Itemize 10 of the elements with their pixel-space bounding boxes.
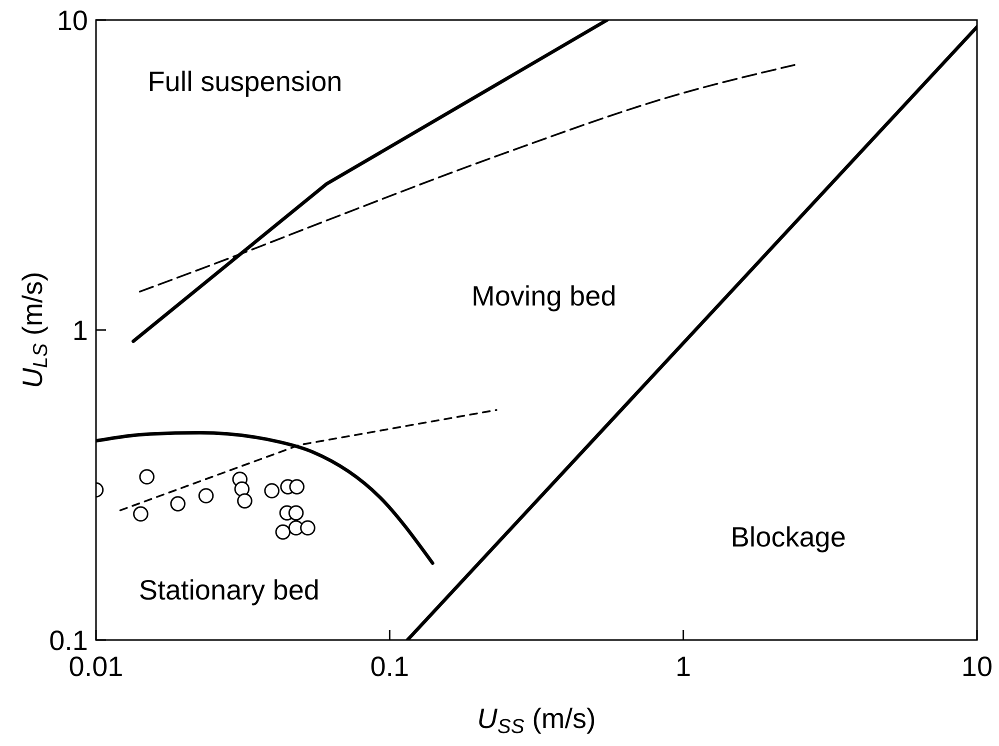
y-tick-label: 1 bbox=[72, 315, 88, 346]
x-tick-label: 0.1 bbox=[370, 651, 410, 682]
y-tick-label: 10 bbox=[56, 5, 88, 36]
annotation: Blockage bbox=[730, 522, 846, 553]
annotation: Full suspension bbox=[148, 66, 342, 98]
x-tick-label: 1 bbox=[676, 651, 692, 682]
annotation: Stationary bed bbox=[138, 574, 320, 606]
x-axis-title: U$_{SS}$ (m/s) bbox=[477, 703, 596, 738]
annotation: Moving bed bbox=[472, 280, 616, 312]
x-tick-label: 10 bbox=[961, 651, 993, 682]
